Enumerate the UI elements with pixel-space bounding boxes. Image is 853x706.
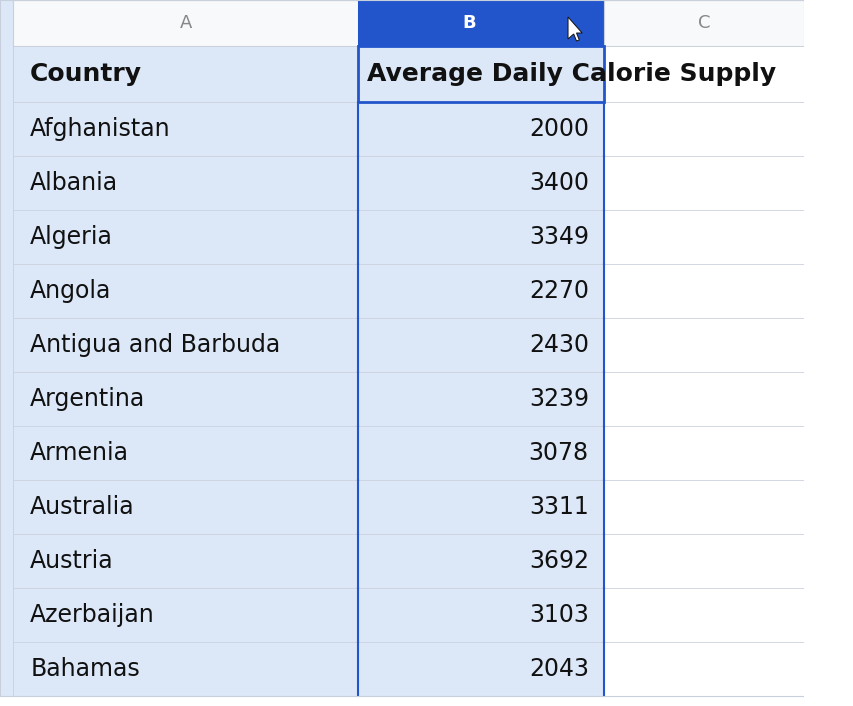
Text: Austria: Austria	[30, 549, 113, 573]
Text: Australia: Australia	[30, 495, 135, 519]
Bar	[357, 588, 603, 642]
Text: Average Daily Calorie Supply: Average Daily Calorie Supply	[367, 62, 775, 86]
Text: Bahamas: Bahamas	[30, 657, 140, 681]
Bar	[603, 534, 804, 588]
Bar	[357, 318, 603, 372]
Bar	[357, 372, 603, 426]
Bar	[13, 588, 357, 642]
Bar	[13, 264, 357, 318]
Text: 3239: 3239	[528, 387, 588, 411]
Bar	[357, 210, 603, 264]
Bar	[357, 0, 603, 46]
Text: Algeria: Algeria	[30, 225, 113, 249]
Bar	[13, 372, 357, 426]
Polygon shape	[567, 17, 582, 41]
Bar	[13, 46, 357, 102]
Bar	[603, 426, 804, 480]
Bar	[13, 642, 357, 696]
Text: 2270: 2270	[528, 279, 588, 303]
Text: A: A	[179, 14, 192, 32]
Text: 2043: 2043	[528, 657, 588, 681]
Bar	[357, 102, 603, 156]
Bar	[603, 642, 804, 696]
Bar	[13, 318, 357, 372]
Text: 3078: 3078	[528, 441, 588, 465]
Bar	[603, 588, 804, 642]
Bar	[603, 210, 804, 264]
Text: 3311: 3311	[528, 495, 588, 519]
Text: 3400: 3400	[528, 171, 588, 195]
Bar	[13, 210, 357, 264]
Bar	[357, 46, 603, 102]
Text: 3349: 3349	[528, 225, 588, 249]
Bar	[13, 102, 357, 156]
Text: Afghanistan: Afghanistan	[30, 117, 171, 141]
Text: Antigua and Barbuda: Antigua and Barbuda	[30, 333, 280, 357]
Text: C: C	[697, 14, 710, 32]
Bar	[357, 426, 603, 480]
Text: Angola: Angola	[30, 279, 112, 303]
Bar	[13, 0, 357, 46]
Bar	[357, 480, 603, 534]
Bar	[357, 642, 603, 696]
Text: Azerbaijan: Azerbaijan	[30, 603, 154, 627]
Bar	[357, 156, 603, 210]
Text: Armenia: Armenia	[30, 441, 129, 465]
Text: B: B	[462, 14, 476, 32]
Bar	[0, 0, 13, 696]
Bar	[603, 0, 804, 46]
Bar	[13, 426, 357, 480]
Text: Country: Country	[30, 62, 142, 86]
Bar	[603, 372, 804, 426]
Text: 2430: 2430	[528, 333, 588, 357]
Text: 2000: 2000	[528, 117, 588, 141]
Bar	[357, 264, 603, 318]
Bar	[603, 156, 804, 210]
Text: Argentina: Argentina	[30, 387, 145, 411]
Bar	[13, 156, 357, 210]
Bar	[603, 46, 804, 102]
Bar	[13, 480, 357, 534]
Bar	[357, 534, 603, 588]
Bar	[603, 318, 804, 372]
Bar	[603, 264, 804, 318]
Bar	[603, 480, 804, 534]
Bar	[603, 102, 804, 156]
Text: 3692: 3692	[528, 549, 588, 573]
Bar	[13, 534, 357, 588]
Text: Albania: Albania	[30, 171, 118, 195]
Text: 3103: 3103	[528, 603, 588, 627]
